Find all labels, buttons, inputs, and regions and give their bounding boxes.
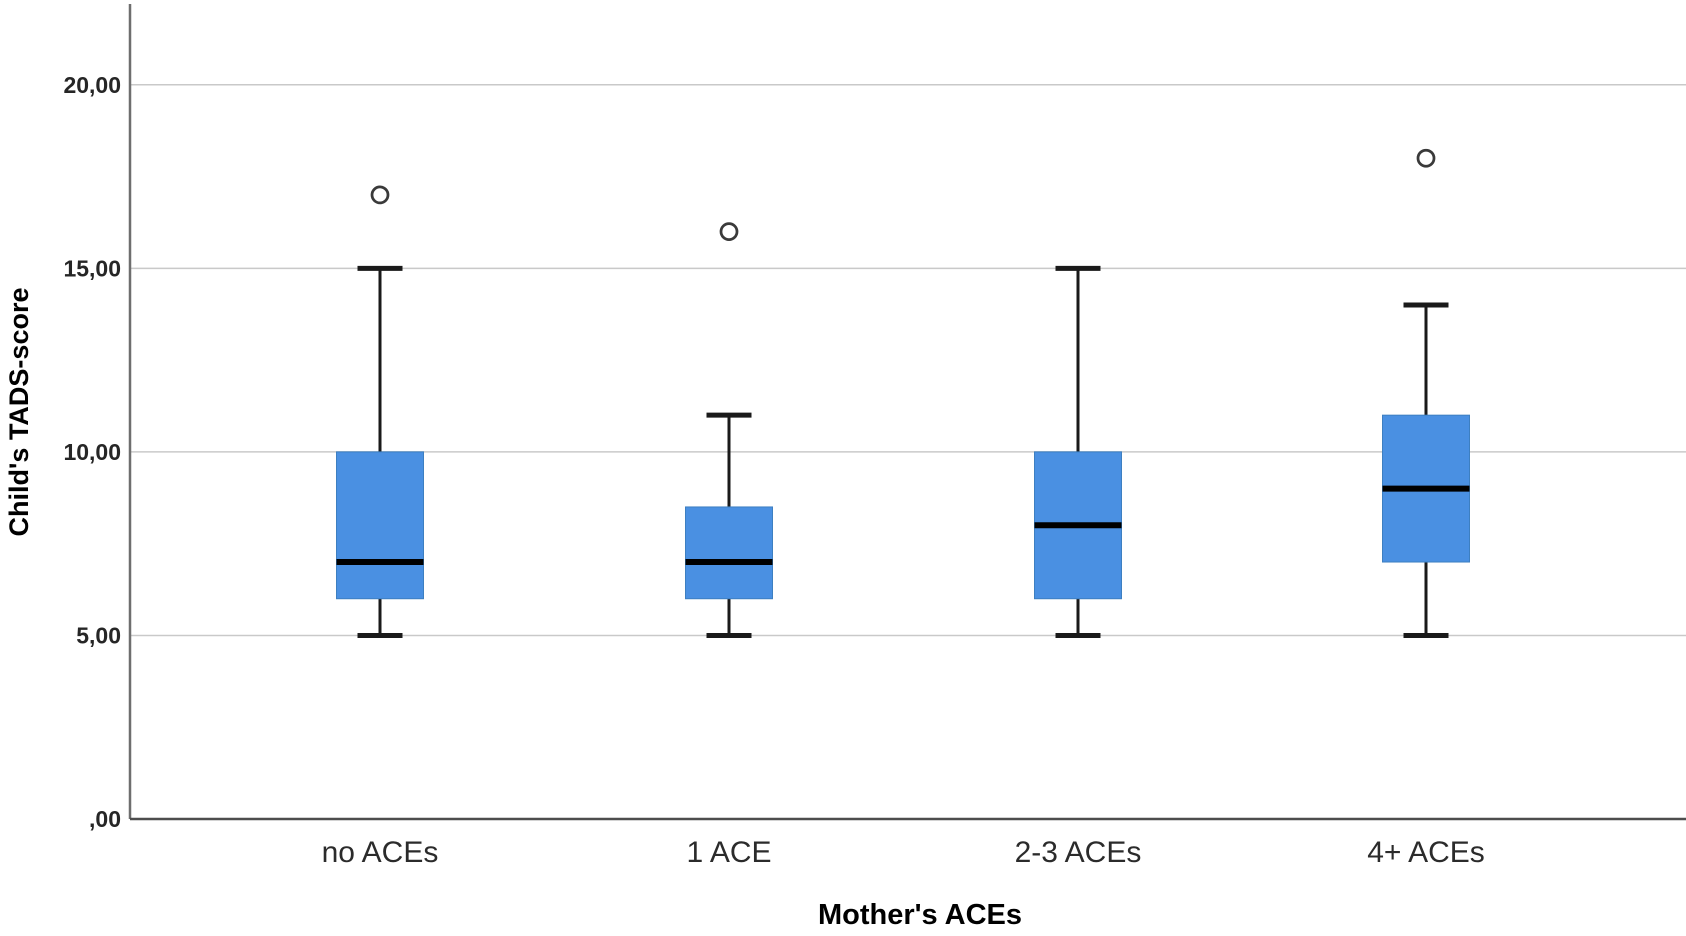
boxplot-box-1 [336, 185, 424, 638]
y-tick-label: 5,00 [76, 622, 121, 648]
boxplot-box-3 [1034, 265, 1122, 638]
iqr-box [685, 506, 773, 600]
y-tick-label: ,00 [89, 806, 121, 832]
axis-lines-group [128, 4, 1686, 821]
boxplot-box-2 [685, 222, 773, 638]
x-tick-label: no ACEs [322, 836, 439, 869]
x-axis-title: Mother's ACEs [818, 899, 1022, 931]
outlier-point [719, 222, 739, 241]
x-tick-label: 4+ ACEs [1367, 836, 1485, 869]
outlier-point [370, 185, 390, 205]
x-tick-label: 2-3 ACEs [1015, 836, 1142, 869]
y-tick-label: 20,00 [63, 72, 121, 98]
y-tick-labels-group: ,00 5,00 10,00 15,00 20,00 [63, 72, 121, 832]
x-tick-labels-group: no ACEs 1 ACE 2-3 ACEs 4+ ACEs [322, 836, 1485, 869]
y-axis-title: Child's TADS-score [4, 288, 34, 537]
y-tick-label: 15,00 [63, 255, 121, 281]
x-tick-label: 1 ACE [686, 836, 771, 869]
y-tick-label: 10,00 [63, 439, 121, 465]
boxplot-box-4 [1382, 148, 1470, 638]
boxes-group [336, 148, 1470, 638]
outlier-point [1416, 148, 1436, 168]
iqr-box [336, 451, 424, 600]
